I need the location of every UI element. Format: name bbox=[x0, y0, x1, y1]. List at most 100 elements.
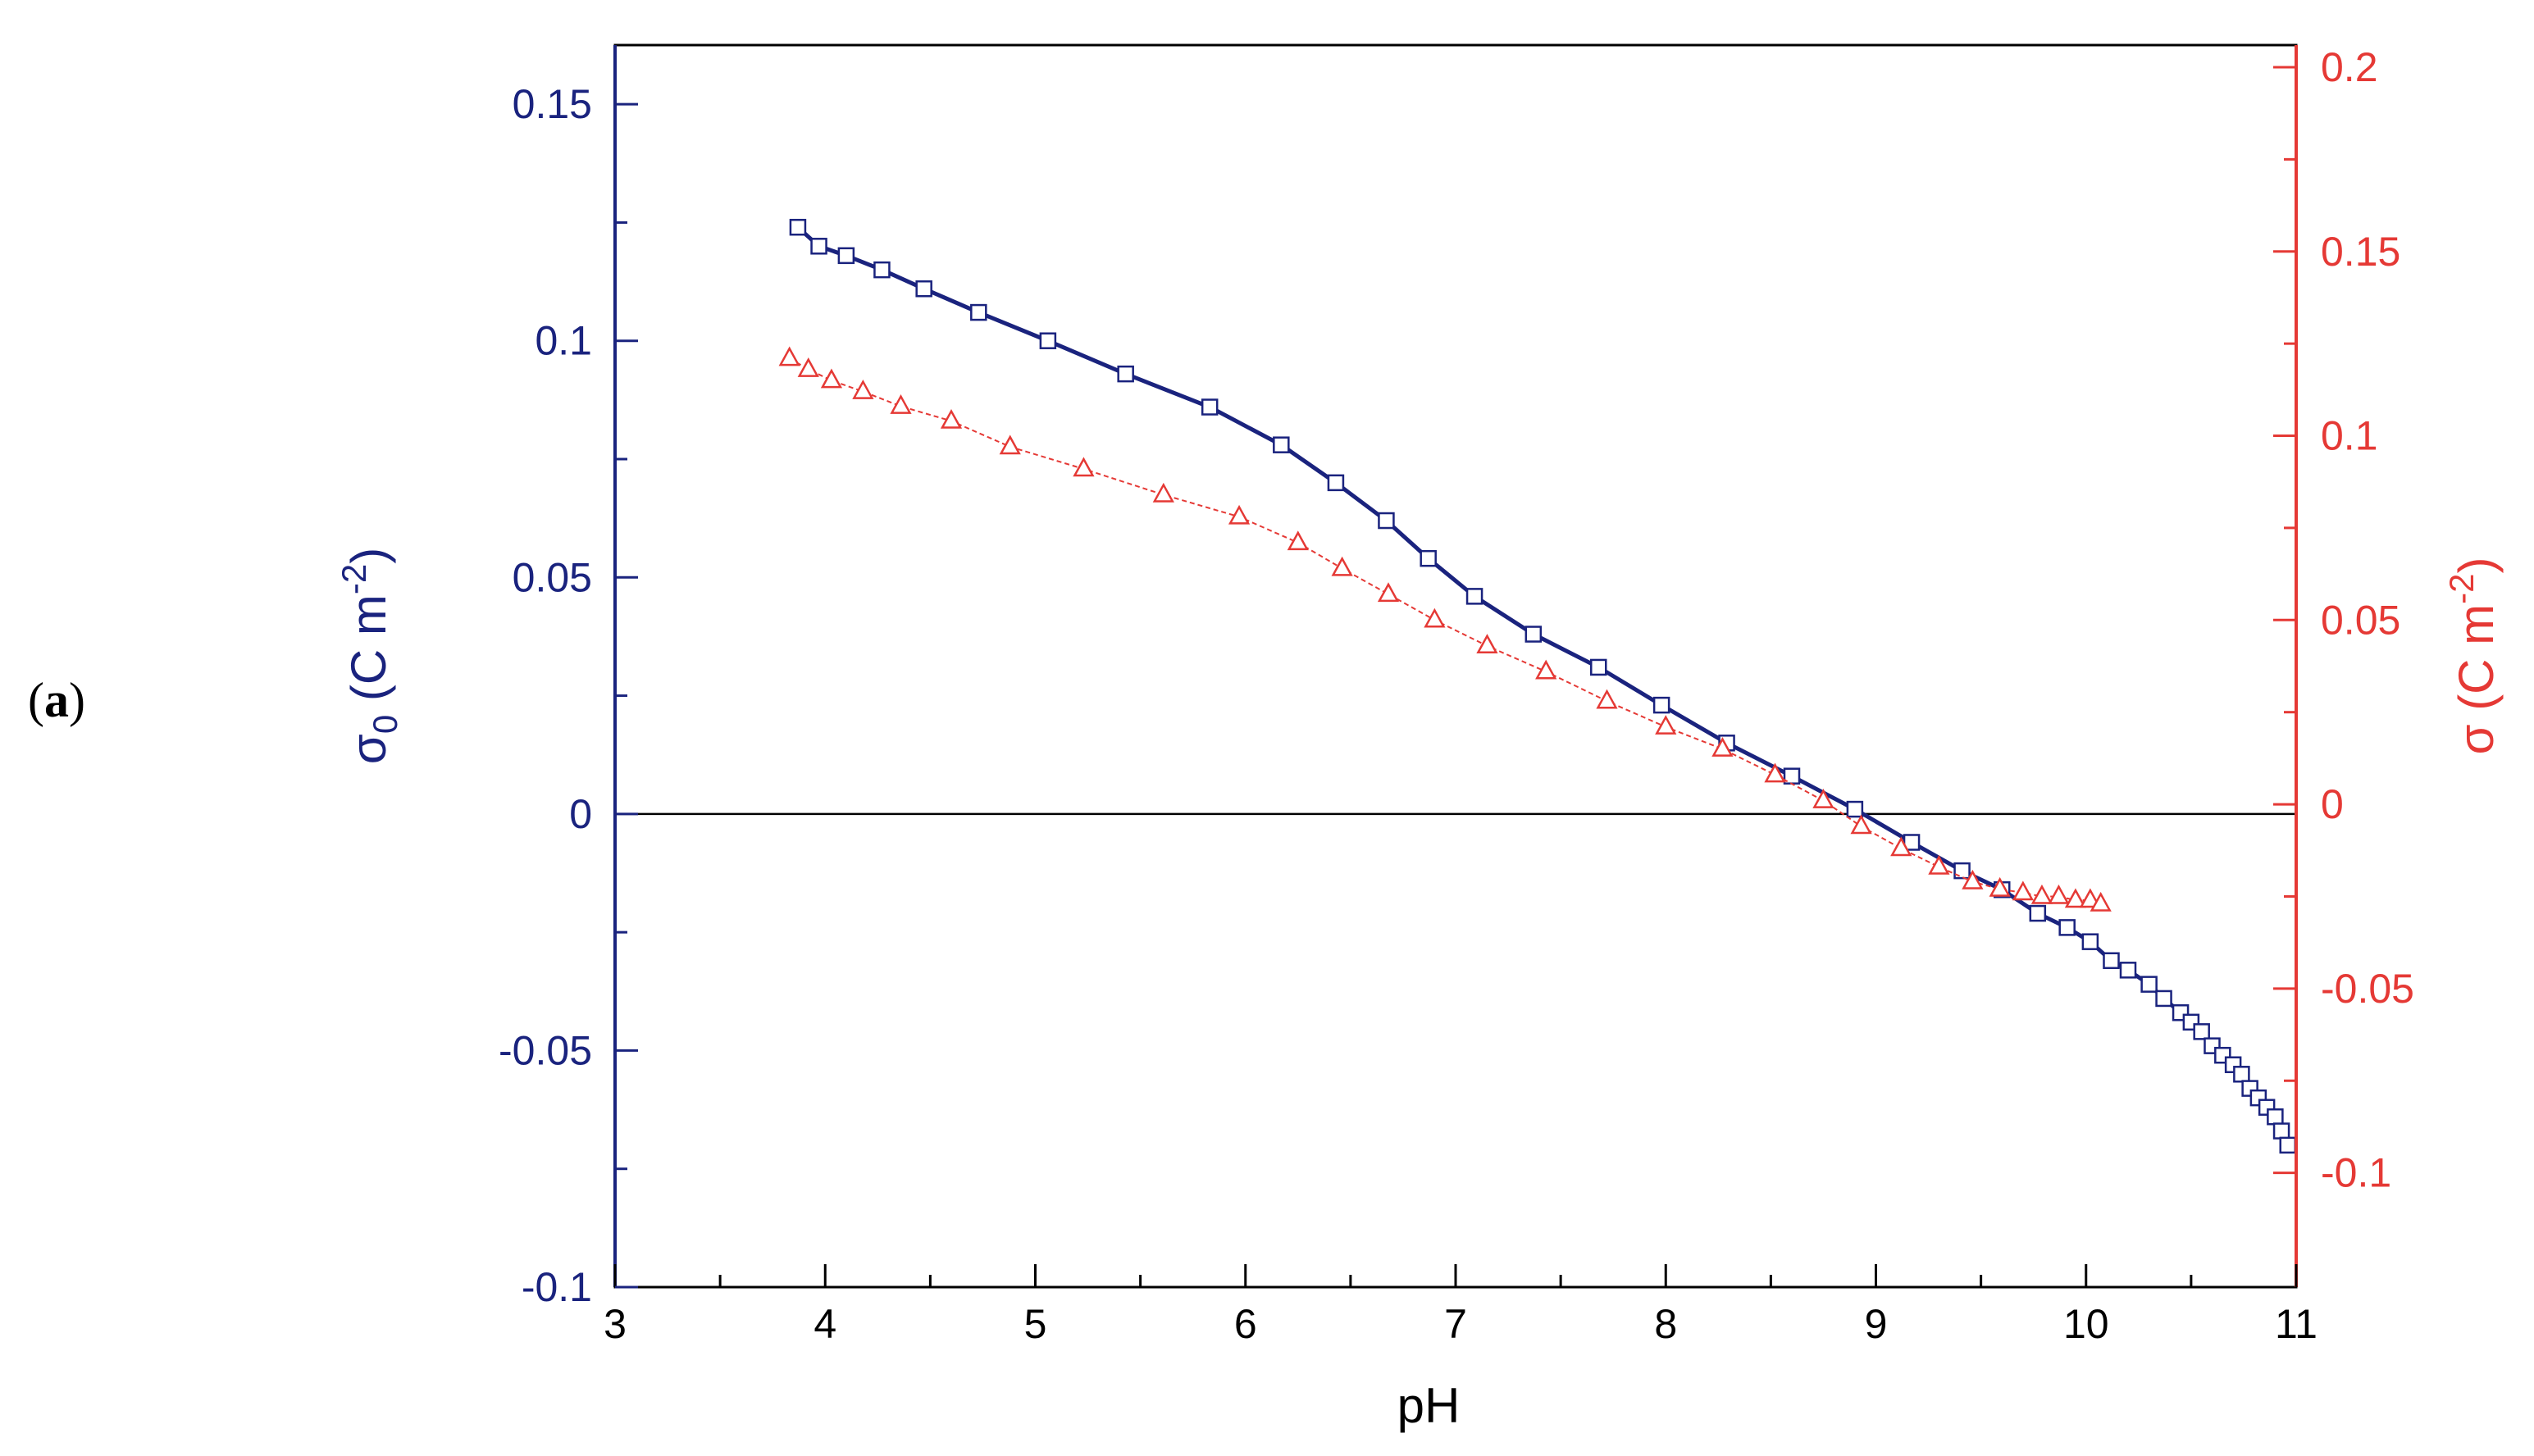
series-1-point bbox=[2272, 1122, 2290, 1140]
left-axis-title-subscript: 0 bbox=[366, 715, 404, 734]
right-y-tick-label: -0.1 bbox=[2321, 1150, 2391, 1196]
series-2-point bbox=[1928, 854, 1950, 875]
right-axis-title-exponent: -2 bbox=[2442, 573, 2481, 603]
series-layer bbox=[778, 218, 2296, 1154]
axes-layer: 3 4 5 6 7 8 9 10 11 -0.1 -0.05 0 0.05 0.1 0.15 -0.1 -0.0… bbox=[499, 44, 2414, 1347]
series-1-point bbox=[873, 261, 891, 279]
series-2-point bbox=[1711, 737, 1734, 757]
series-1-point bbox=[1525, 626, 1543, 643]
series-2-point bbox=[797, 357, 819, 377]
series-2-point bbox=[1377, 582, 1400, 603]
x-tick-label: 3 bbox=[604, 1301, 627, 1347]
panel-label-close: ) bbox=[68, 673, 85, 727]
series-2-point bbox=[2064, 888, 2087, 908]
series-1-point bbox=[970, 303, 987, 321]
series-1-point bbox=[1327, 474, 1345, 492]
series-2-point bbox=[1655, 715, 1677, 735]
right-axis-title-close: ) bbox=[2449, 557, 2504, 573]
left-y-tick-label: 0.05 bbox=[513, 554, 592, 600]
x-tick-label: 11 bbox=[2275, 1301, 2318, 1347]
series-1-point bbox=[2058, 919, 2076, 936]
left-axis-title-exponent: -2 bbox=[335, 564, 373, 594]
series-2-point bbox=[1287, 530, 1309, 551]
series-2-point bbox=[1535, 659, 1557, 680]
series-1-point bbox=[2267, 1108, 2284, 1126]
series-1-point bbox=[837, 247, 855, 265]
panel-label-letter: a bbox=[43, 673, 69, 727]
right-y-tick-label: -0.05 bbox=[2321, 966, 2414, 1012]
series-2-point bbox=[778, 346, 800, 366]
right-axis-title: σ (C m-2) bbox=[2442, 557, 2504, 754]
series-1-point bbox=[1590, 658, 1607, 676]
right-axis-title-symbol: σ bbox=[2449, 724, 2504, 754]
series-1-point bbox=[1846, 800, 1864, 818]
series-2-point bbox=[1331, 556, 1353, 576]
series-2-point bbox=[852, 379, 874, 399]
series-2-point bbox=[1989, 876, 2011, 897]
series-2-point bbox=[1850, 814, 1872, 835]
panel-label: (a) bbox=[28, 672, 85, 729]
series-2-point bbox=[820, 368, 843, 389]
left-axis-title-symbol: σ bbox=[341, 734, 396, 764]
series-1-point bbox=[1117, 365, 1134, 383]
series-2-point bbox=[999, 435, 1021, 455]
x-axis-title: pH bbox=[1397, 1378, 1461, 1433]
left-axis-title-close: ) bbox=[341, 548, 396, 564]
series-1-point bbox=[789, 218, 807, 236]
left-y-tick-label: -0.05 bbox=[499, 1027, 592, 1073]
series-1-point bbox=[2081, 933, 2099, 950]
series-1-point bbox=[1420, 549, 1437, 567]
series-2-point bbox=[1152, 482, 1174, 503]
series-1-point bbox=[2119, 962, 2137, 979]
x-tick-label: 7 bbox=[1444, 1301, 1467, 1347]
right-y-tick-label: 0.05 bbox=[2321, 597, 2400, 643]
series-2-point bbox=[1424, 607, 1446, 628]
left-axis-title: σ0 (C m-2) bbox=[335, 548, 404, 764]
series-1-point bbox=[1201, 398, 1219, 416]
series-1-point bbox=[2029, 904, 2047, 922]
series-2-point bbox=[1228, 504, 1251, 525]
series-1-point bbox=[1953, 862, 1971, 880]
x-tick-label: 8 bbox=[1654, 1301, 1677, 1347]
right-y-tick-label: 0.2 bbox=[2321, 44, 2378, 90]
x-tick-label: 6 bbox=[1234, 1301, 1257, 1347]
right-y-tick-label: 0 bbox=[2321, 781, 2344, 827]
series-2-point bbox=[2030, 884, 2053, 904]
series-2-point bbox=[1890, 836, 1912, 857]
right-axis-title-unit: (C m bbox=[2449, 604, 2504, 725]
series-2-point bbox=[1812, 788, 1834, 808]
series-2-point bbox=[2090, 891, 2112, 912]
series-1-point bbox=[810, 238, 827, 255]
panel-label-open: ( bbox=[28, 673, 44, 727]
left-y-tick-label: 0 bbox=[569, 791, 592, 837]
series-2-point bbox=[890, 394, 912, 414]
left-y-tick-label: 0.15 bbox=[513, 81, 592, 127]
series-2-point bbox=[2079, 888, 2101, 908]
series-2-point bbox=[1764, 762, 1786, 783]
left-y-tick-label: 0.1 bbox=[535, 318, 592, 364]
series-1-point bbox=[2233, 1066, 2250, 1083]
series-2-point bbox=[2048, 884, 2070, 904]
series-1-point bbox=[1378, 512, 1395, 530]
plot-frame bbox=[613, 43, 2298, 1289]
x-tick-label: 4 bbox=[814, 1301, 836, 1347]
series-1-point bbox=[2279, 1136, 2296, 1154]
right-y-tick-label: 0.1 bbox=[2321, 413, 2378, 459]
series-2-point bbox=[2012, 880, 2034, 901]
series-1-point bbox=[1273, 436, 1290, 453]
series-2-point bbox=[1073, 457, 1095, 477]
series-2-point bbox=[1596, 689, 1618, 709]
series-1-point bbox=[1465, 588, 1483, 605]
series-2-point bbox=[940, 408, 963, 429]
x-tick-label: 10 bbox=[2063, 1301, 2109, 1347]
left-axis-title-unit: (C m bbox=[341, 594, 396, 715]
series-1-point bbox=[2140, 976, 2158, 993]
series-1-point bbox=[1039, 332, 1057, 349]
series-1-point bbox=[2155, 990, 2172, 1008]
series-1-point bbox=[2193, 1023, 2210, 1040]
right-y-tick-label: 0.15 bbox=[2321, 229, 2400, 275]
series-2-point bbox=[1476, 634, 1498, 654]
series-2-line bbox=[789, 357, 2102, 905]
series-1-point bbox=[915, 280, 932, 298]
